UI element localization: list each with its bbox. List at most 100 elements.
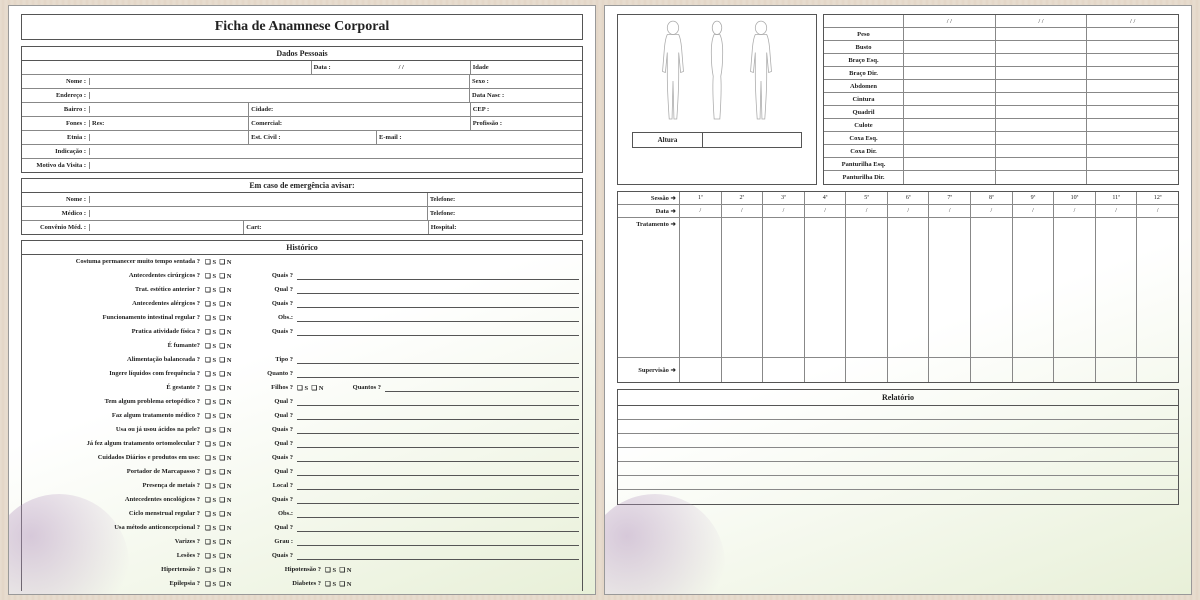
sess-cell[interactable]	[1013, 218, 1055, 357]
hist-line[interactable]	[297, 467, 579, 476]
hist-sn[interactable]: S N	[205, 328, 255, 336]
report-line[interactable]	[618, 476, 1178, 490]
meas-cell[interactable]	[996, 54, 1088, 66]
sess-cell[interactable]	[1013, 358, 1055, 382]
hist-line[interactable]	[297, 299, 579, 308]
hist-line[interactable]	[297, 551, 579, 560]
meas-cell[interactable]	[1087, 93, 1178, 105]
sess-cell[interactable]	[763, 358, 805, 382]
sess-cell[interactable]	[929, 358, 971, 382]
hist-sn[interactable]: S N	[205, 384, 255, 392]
hist-sn[interactable]: S N	[205, 342, 255, 350]
sess-cell[interactable]: /	[805, 205, 847, 217]
report-line[interactable]	[618, 406, 1178, 420]
meas-cell[interactable]	[996, 93, 1088, 105]
sess-cell[interactable]	[1137, 358, 1178, 382]
hist-sn[interactable]: S N	[205, 356, 255, 364]
meas-cell[interactable]	[904, 132, 996, 144]
report-line[interactable]	[618, 462, 1178, 476]
meas-cell[interactable]	[1087, 106, 1178, 118]
meas-cell[interactable]	[996, 41, 1088, 53]
meas-cell[interactable]	[904, 158, 996, 170]
hist-sn[interactable]: S N	[205, 566, 255, 574]
meas-cell[interactable]	[1087, 158, 1178, 170]
meas-cell[interactable]	[1087, 132, 1178, 144]
meas-cell[interactable]	[1087, 67, 1178, 79]
meas-cell[interactable]	[1087, 54, 1178, 66]
hist-sn[interactable]: S N	[205, 300, 255, 308]
meas-cell[interactable]	[904, 54, 996, 66]
sess-cell[interactable]: /	[888, 205, 930, 217]
hist-sn[interactable]: S N	[205, 314, 255, 322]
sess-cell[interactable]	[971, 218, 1013, 357]
hist-sn[interactable]: S N	[205, 496, 255, 504]
sess-cell[interactable]	[1096, 358, 1138, 382]
hist-sn[interactable]: S N	[205, 440, 255, 448]
meas-cell[interactable]	[904, 171, 996, 184]
hist-line[interactable]	[297, 523, 579, 532]
meas-cell[interactable]	[996, 28, 1088, 40]
hist-line[interactable]	[297, 425, 579, 434]
meas-cell[interactable]	[904, 145, 996, 157]
meas-cell[interactable]	[996, 145, 1088, 157]
sess-cell[interactable]	[1054, 218, 1096, 357]
sess-cell[interactable]: /	[680, 205, 722, 217]
meas-cell[interactable]	[1087, 145, 1178, 157]
sess-cell[interactable]	[680, 358, 722, 382]
hist-sn[interactable]: S N	[205, 454, 255, 462]
meas-cell[interactable]	[904, 41, 996, 53]
hist-sn2[interactable]: S N	[297, 384, 343, 392]
meas-cell[interactable]	[1087, 41, 1178, 53]
hist-sn[interactable]: S N	[205, 426, 255, 434]
meas-cell[interactable]	[904, 119, 996, 131]
meas-cell[interactable]	[996, 119, 1088, 131]
meas-cell[interactable]	[996, 80, 1088, 92]
sess-cell[interactable]: /	[971, 205, 1013, 217]
hist-line[interactable]	[297, 271, 579, 280]
sess-cell[interactable]	[846, 358, 888, 382]
meas-cell[interactable]	[996, 132, 1088, 144]
hist-line[interactable]	[297, 285, 579, 294]
hist-line[interactable]	[297, 481, 579, 490]
sess-cell[interactable]	[722, 218, 764, 357]
sess-cell[interactable]	[929, 218, 971, 357]
meas-cell[interactable]	[904, 93, 996, 105]
meas-cell[interactable]	[1087, 119, 1178, 131]
sess-cell[interactable]	[1096, 218, 1138, 357]
sess-cell[interactable]: /	[763, 205, 805, 217]
hist-sn[interactable]: S N	[205, 272, 255, 280]
meas-cell[interactable]	[904, 67, 996, 79]
sess-cell[interactable]	[722, 358, 764, 382]
hist-sn[interactable]: S N	[205, 398, 255, 406]
hist-sn[interactable]: S N	[205, 412, 255, 420]
hist-line[interactable]	[297, 397, 579, 406]
sess-cell[interactable]: /	[1013, 205, 1055, 217]
hist-sn[interactable]: S N	[205, 370, 255, 378]
sess-cell[interactable]	[763, 218, 805, 357]
hist-line[interactable]	[297, 453, 579, 462]
hist-sn[interactable]: S N	[205, 510, 255, 518]
hist-line[interactable]	[297, 369, 579, 378]
hist-line[interactable]	[297, 495, 579, 504]
meas-cell[interactable]	[904, 106, 996, 118]
meas-cell[interactable]	[1087, 28, 1178, 40]
sess-cell[interactable]	[805, 218, 847, 357]
sess-cell[interactable]	[888, 218, 930, 357]
hist-line[interactable]	[297, 509, 579, 518]
meas-cell[interactable]	[996, 158, 1088, 170]
meas-cell[interactable]	[1087, 80, 1178, 92]
hist-line[interactable]	[297, 313, 579, 322]
report-line[interactable]	[618, 490, 1178, 504]
meas-cell[interactable]	[904, 28, 996, 40]
meas-cell[interactable]	[996, 171, 1088, 184]
hist-line[interactable]	[297, 537, 579, 546]
hist-sn[interactable]: S N	[205, 258, 255, 266]
report-line[interactable]	[618, 434, 1178, 448]
meas-cell[interactable]	[1087, 171, 1178, 184]
sess-cell[interactable]: /	[846, 205, 888, 217]
sess-cell[interactable]: /	[1096, 205, 1138, 217]
hist-sn2[interactable]: S N	[325, 580, 375, 588]
report-line[interactable]	[618, 448, 1178, 462]
meas-cell[interactable]	[904, 80, 996, 92]
hist-sn[interactable]: S N	[205, 538, 255, 546]
